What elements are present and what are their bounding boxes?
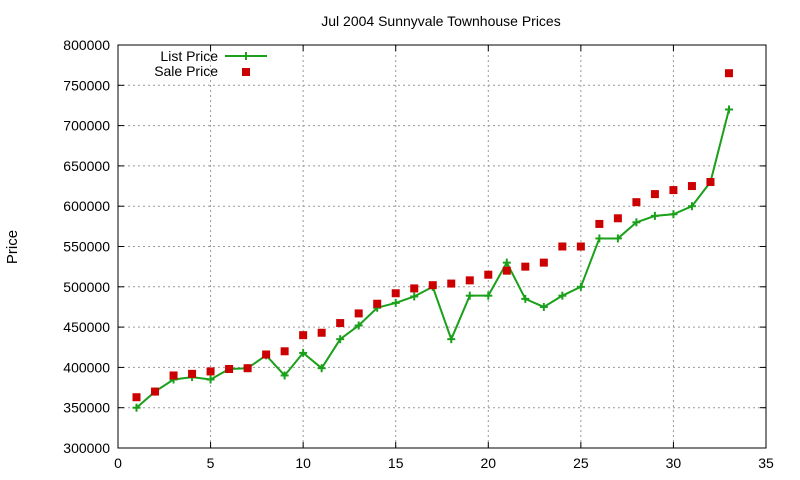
list-price-point <box>447 335 456 344</box>
list-price-point <box>687 202 696 211</box>
list-price-point <box>539 302 548 311</box>
sale-price-point <box>225 365 234 374</box>
list-price-point <box>132 403 141 412</box>
axis-ticks: 0 5 10 15 20 25 30 35 300000 350000 400000 450000 50… <box>63 37 774 471</box>
sale-price-point <box>299 331 308 340</box>
x-tick-label: 30 <box>666 455 682 471</box>
sale-price-point <box>706 178 715 187</box>
list-price-point <box>299 348 308 357</box>
y-tick-label: 450000 <box>63 319 110 335</box>
sale-price-point <box>687 182 696 191</box>
list-price-point <box>521 294 530 303</box>
sale-price-point <box>484 270 493 279</box>
sale-price-point <box>632 198 641 207</box>
x-tick-label: 35 <box>758 455 774 471</box>
list-price-point <box>465 291 474 300</box>
x-tick-label: 10 <box>295 455 311 471</box>
chart-title: Jul 2004 Sunnyvale Townhouse Prices <box>321 13 560 29</box>
sale-price-point <box>151 387 160 396</box>
list-price-point <box>206 375 215 384</box>
sale-price-point <box>447 279 456 288</box>
list-price-point <box>280 371 289 380</box>
y-tick-label: 800000 <box>63 37 110 53</box>
sale-price-point <box>724 69 733 78</box>
y-tick-label: 350000 <box>63 400 110 416</box>
list-price-point <box>354 321 363 330</box>
list-price-point <box>650 211 659 220</box>
sale-price-point <box>595 219 604 228</box>
sale-price-point <box>188 369 197 378</box>
sale-price-point <box>669 186 678 195</box>
sale-price-point <box>502 266 511 275</box>
x-tick-label: 20 <box>480 455 496 471</box>
sale-price-point <box>613 214 622 223</box>
sale-price-point <box>206 367 215 376</box>
y-tick-label: 400000 <box>63 359 110 375</box>
x-tick-label: 5 <box>207 455 215 471</box>
list-price-point <box>724 105 733 114</box>
legend-label-sale-price: Sale Price <box>154 63 218 79</box>
y-axis-label: Price <box>4 230 21 264</box>
x-tick-label: 0 <box>114 455 122 471</box>
series-line-list-price <box>135 109 730 409</box>
list-price-point <box>558 291 567 300</box>
y-tick-label: 300000 <box>63 440 110 456</box>
list-price-point <box>576 282 585 291</box>
sale-price-point <box>539 258 548 267</box>
list-price-point <box>336 335 345 344</box>
sale-price-point <box>410 284 419 293</box>
list-price-point <box>410 292 419 301</box>
sale-price-point <box>650 190 659 199</box>
sale-price-point <box>558 242 567 251</box>
x-tick-label: 25 <box>573 455 589 471</box>
sale-price-point <box>373 299 382 308</box>
legend: List Price Sale Price <box>154 48 267 79</box>
legend-label-list-price: List Price <box>160 48 218 64</box>
list-price-point <box>632 218 641 227</box>
y-tick-label: 600000 <box>63 198 110 214</box>
grid <box>118 45 766 448</box>
list-price-point <box>317 364 326 373</box>
plot-frame <box>117 44 767 449</box>
legend-marker-list-price <box>242 52 250 60</box>
legend-square-marker <box>242 68 250 76</box>
y-tick-label: 750000 <box>63 77 110 93</box>
y-tick-label: 650000 <box>63 158 110 174</box>
list-price-point <box>484 291 493 300</box>
list-price-point <box>669 210 678 219</box>
series-layer <box>132 69 733 412</box>
sale-price-point <box>336 319 345 328</box>
list-price-point <box>391 298 400 307</box>
legend-marker-sale-price <box>242 68 250 76</box>
sale-price-point <box>280 347 289 356</box>
y-tick-label: 550000 <box>63 239 110 255</box>
sale-price-point <box>576 242 585 251</box>
legend-plus-marker <box>242 52 250 60</box>
sale-price-point <box>243 364 252 373</box>
sale-price-point <box>391 289 400 298</box>
sale-price-point <box>317 328 326 337</box>
y-tick-label: 700000 <box>63 118 110 134</box>
y-tick-label: 500000 <box>63 279 110 295</box>
list-price-point <box>502 258 511 267</box>
sale-price-point <box>521 262 530 271</box>
sale-price-point <box>132 393 141 402</box>
list-price-point <box>595 234 604 243</box>
sale-price-point <box>428 281 437 290</box>
sale-price-point <box>354 309 363 318</box>
sale-price-point <box>169 371 178 380</box>
list-price-point <box>613 234 622 243</box>
x-tick-label: 15 <box>388 455 404 471</box>
sale-price-point <box>465 276 474 285</box>
sale-price-point <box>262 350 271 359</box>
